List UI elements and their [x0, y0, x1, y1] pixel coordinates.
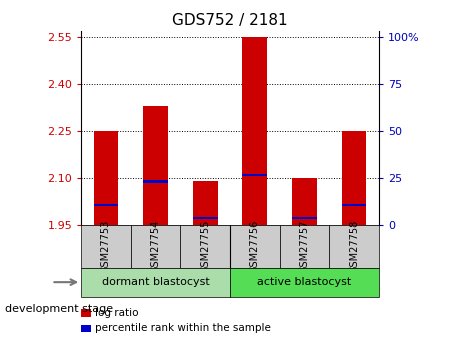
- Bar: [193, 217, 217, 219]
- Text: GSM27757: GSM27757: [299, 220, 309, 273]
- Bar: [143, 106, 168, 225]
- Title: GDS752 / 2181: GDS752 / 2181: [172, 13, 288, 29]
- Bar: [341, 131, 366, 225]
- Text: development stage: development stage: [5, 304, 113, 314]
- Text: GSM27753: GSM27753: [101, 220, 111, 273]
- Bar: [280, 225, 329, 268]
- Bar: [81, 268, 230, 297]
- Bar: [230, 268, 379, 297]
- Bar: [329, 225, 379, 268]
- Text: log ratio: log ratio: [95, 308, 138, 318]
- Text: dormant blastocyst: dormant blastocyst: [102, 277, 209, 287]
- Bar: [292, 178, 317, 225]
- Bar: [242, 37, 267, 225]
- Text: GSM27755: GSM27755: [200, 220, 210, 273]
- Bar: [93, 204, 118, 206]
- Bar: [180, 225, 230, 268]
- Bar: [81, 225, 131, 268]
- Text: GSM27758: GSM27758: [349, 220, 359, 273]
- Bar: [230, 225, 280, 268]
- Text: active blastocyst: active blastocyst: [258, 277, 351, 287]
- Bar: [131, 225, 180, 268]
- Bar: [193, 181, 217, 225]
- Bar: [292, 217, 317, 219]
- Bar: [143, 180, 168, 183]
- Bar: [93, 131, 118, 225]
- Bar: [341, 204, 366, 206]
- Bar: [242, 174, 267, 177]
- Text: GSM27756: GSM27756: [250, 220, 260, 273]
- Text: percentile rank within the sample: percentile rank within the sample: [95, 324, 271, 333]
- Text: GSM27754: GSM27754: [151, 220, 161, 273]
